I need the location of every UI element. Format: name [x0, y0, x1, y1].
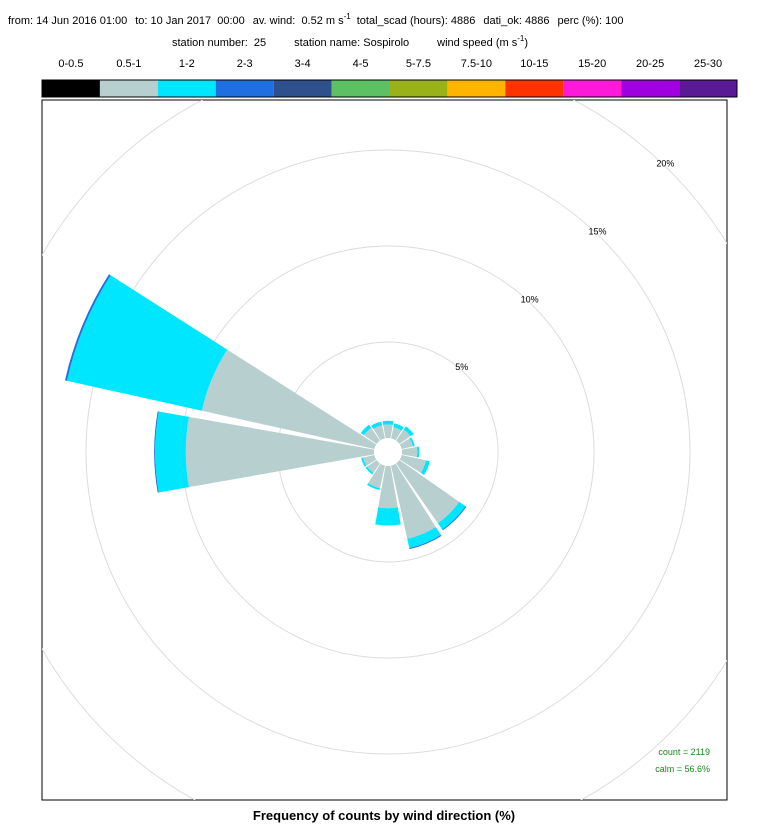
grid-ring [85, 149, 691, 755]
petal-segment [403, 426, 414, 437]
petal-segment [416, 446, 420, 458]
legend-swatch [99, 80, 158, 97]
petal-segment [391, 427, 402, 441]
petal-segment [382, 420, 394, 425]
header-from: from: 14 Jun 2016 01:00 [8, 15, 127, 27]
legend-label: 10-15 [520, 58, 548, 70]
speed-close: ) [524, 37, 528, 49]
petal-segment [396, 460, 460, 524]
petal-segment [155, 411, 189, 493]
speed-label: wind speed (m s [436, 37, 518, 49]
legend-swatch [505, 80, 564, 97]
petal-segment [393, 423, 404, 431]
header-line: from: 14 Jun 2016 01:00 to: 10 Jan 2017 0… [8, 12, 623, 27]
legend-swatch [157, 80, 216, 97]
header-av-wind: av. wind: 0.52 m s [253, 15, 344, 27]
legend-label: 15-20 [578, 58, 606, 70]
header-dati: dati_ok: 4886 [483, 15, 549, 27]
r-tick-label: 5% [455, 362, 468, 372]
petal-layer [65, 274, 467, 550]
legend-label: 3-4 [295, 58, 311, 70]
petal-segment [373, 425, 385, 441]
petal-segment [367, 483, 380, 491]
petal-segment [201, 349, 377, 449]
petal-segment [185, 416, 375, 488]
legend-swatch [679, 80, 737, 97]
grid-ring [42, 100, 727, 800]
petal-segment [407, 526, 441, 549]
header-perc: perc (%): 100 [557, 15, 623, 27]
chart-title: Frequency of counts by wind direction (%… [253, 808, 515, 823]
plot-frame [41, 99, 728, 801]
legend-label: 0.5-1 [116, 58, 141, 70]
grid-layer [42, 100, 727, 800]
petal-segment [367, 460, 380, 473]
petal-segment [363, 455, 377, 466]
legend-label: 20-25 [636, 58, 664, 70]
r-tick-label: 15% [589, 226, 607, 236]
speed-exp: -1 [517, 34, 525, 43]
legend-label: 0-0.5 [58, 58, 83, 70]
petal-segment [399, 455, 427, 473]
header-to: to: 10 Jan 2017 00:00 [135, 15, 244, 27]
r-tick-label: 10% [521, 294, 539, 304]
legend-swatch [621, 80, 680, 97]
petal-segment [409, 437, 415, 447]
petal-segment [396, 429, 411, 444]
petal-segment [363, 427, 380, 444]
r-tick-label: 20% [656, 159, 674, 169]
petal-segment [442, 506, 467, 531]
legend-label: 4-5 [353, 58, 369, 70]
legend-swatch [389, 80, 448, 97]
header-total: total_scad (hours): 4886 [357, 15, 476, 27]
legend-label: 7.5-10 [461, 58, 492, 70]
legend-swatch [447, 80, 506, 97]
petal-segment [360, 424, 372, 436]
petal-segment [365, 466, 374, 475]
petal-segment [437, 501, 466, 530]
legend-frame [41, 79, 738, 98]
station-name: station name: Sospirolo [294, 37, 409, 49]
legend-swatch [331, 80, 390, 97]
petal-segment [383, 424, 393, 439]
legend-swatch [563, 80, 622, 97]
header-exp: -1 [344, 12, 352, 21]
petal-segment [409, 535, 442, 550]
petal-segment [420, 460, 430, 475]
legend-swatch [273, 80, 332, 97]
legend-label: 5-7.5 [406, 58, 431, 70]
legend-label: 2-3 [237, 58, 253, 70]
legend-label: 25-30 [694, 58, 722, 70]
petal-segment [361, 457, 367, 467]
petal-segment [154, 411, 159, 493]
petal-segment [401, 446, 418, 458]
petal-segment [378, 465, 398, 509]
annotation: count = 2119 [658, 747, 710, 757]
legend-swatch [42, 80, 100, 97]
petal-segment [391, 463, 436, 539]
petal-segment [399, 438, 413, 449]
station-line: station number: 25 station name: Sospirol… [172, 34, 528, 49]
petal-segment [66, 275, 228, 411]
annotation: calm = 56.6% [655, 764, 710, 774]
petal-segment [375, 507, 401, 526]
station-number: station number: 25 [172, 37, 266, 49]
petal-segment [371, 421, 383, 429]
legend-swatch [215, 80, 274, 97]
petal-segment [368, 463, 385, 489]
legend-label: 1-2 [179, 58, 195, 70]
